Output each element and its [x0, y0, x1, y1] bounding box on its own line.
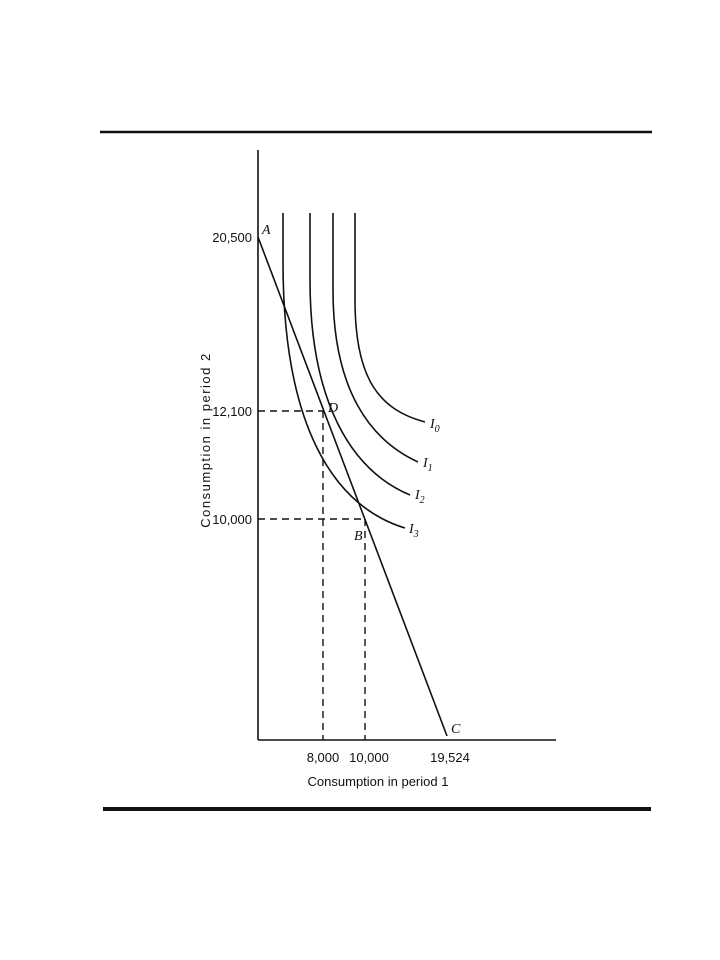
- point-label: A: [261, 223, 271, 238]
- curve-label: I1: [422, 456, 433, 474]
- y-tick-label: 20,500: [212, 230, 252, 245]
- curve-label: I0: [429, 417, 440, 435]
- x-axis-label: Consumption in period 1: [308, 774, 449, 789]
- indifference-curve: [309, 213, 411, 496]
- curve-letter: I: [422, 456, 429, 471]
- curve-letter: I: [429, 417, 436, 432]
- curve-subscript: 3: [413, 529, 419, 540]
- curve-label: I2: [414, 488, 425, 506]
- indifference-curve: [332, 213, 419, 463]
- indifference-curve: [354, 213, 426, 423]
- indifference-curve: [282, 213, 406, 529]
- curve-letter: I: [408, 522, 415, 537]
- y-tick-label: 10,000: [212, 512, 252, 527]
- y-axis-label: Consumption in period 2: [198, 352, 213, 527]
- curve-subscript: 0: [435, 424, 440, 435]
- x-tick-label: 10,000: [349, 750, 389, 765]
- budget-line: [257, 236, 448, 737]
- point-label: D: [327, 401, 338, 416]
- curve-subscript: 2: [420, 495, 425, 506]
- y-tick-label: 12,100: [212, 404, 252, 419]
- point-label: C: [451, 722, 461, 737]
- point-label: B: [354, 529, 363, 544]
- x-tick-label: 8,000: [307, 750, 340, 765]
- curve-letter: I: [414, 488, 421, 503]
- curve-subscript: 1: [428, 463, 433, 474]
- x-tick-label: 19,524: [430, 750, 470, 765]
- curve-label: I3: [408, 522, 419, 540]
